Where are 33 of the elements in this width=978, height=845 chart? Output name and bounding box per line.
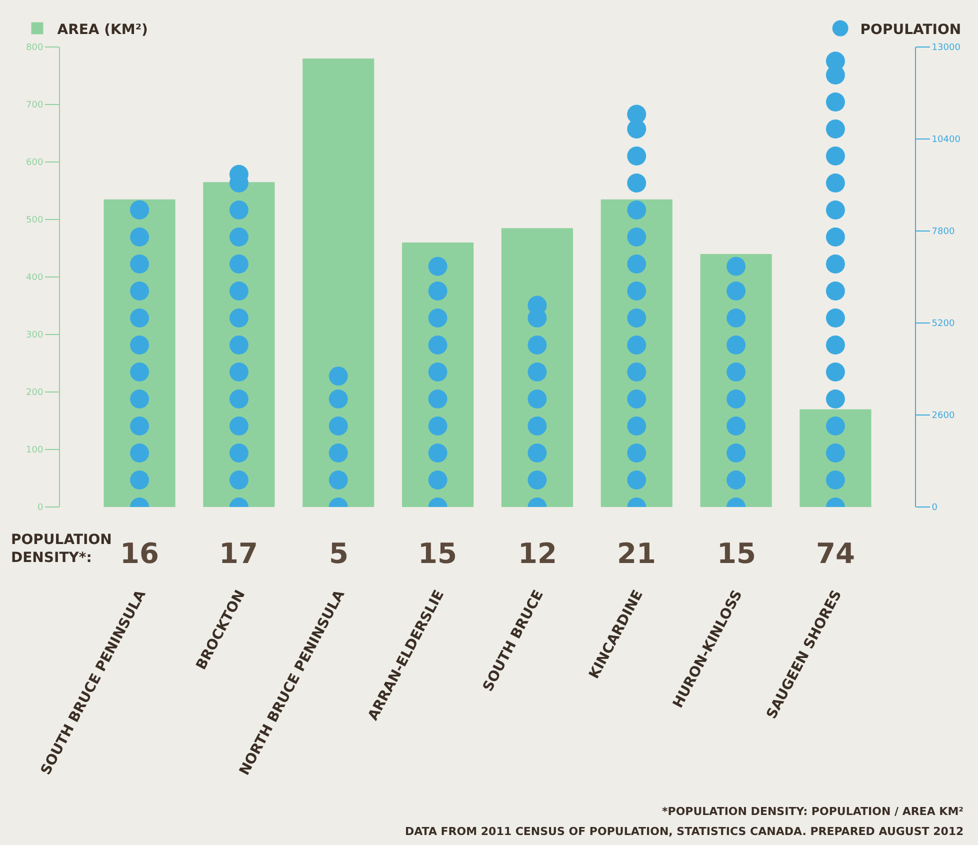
text: *POPULATION DENSITY: POPULATION / AREA KM² [662,805,964,818]
point [328,366,348,386]
text: 15 [717,537,756,570]
y-tick-label: 700 [26,100,44,111]
text: 74 [816,537,855,570]
y2-tick-label: 13000 [932,43,961,54]
y-tick-label: 300 [26,330,44,341]
y-tick-label: 400 [26,273,44,284]
point [726,256,746,276]
y-tick-label: 200 [26,388,44,398]
point [627,104,646,124]
text: 16 [120,537,159,570]
text: 15 [418,537,457,570]
legend-label: AREA (KM²) [57,22,148,38]
bar [302,58,374,507]
y-tick-label: 0 [37,503,44,514]
text: 5 [329,537,348,570]
point [428,256,448,276]
text: 12 [518,537,557,570]
y-tick-label: 100 [26,446,44,456]
y-tick-label: 500 [26,216,44,226]
legend-label: POPULATION [860,22,962,38]
y2-tick-label: 5200 [932,319,955,330]
y2-tick-label: 2600 [932,411,955,422]
y-tick-label: 600 [26,158,44,168]
text: POPULATION DENSITY*: [11,532,112,566]
y-tick-label: 800 [26,43,44,54]
text: 17 [219,537,258,570]
text: 21 [617,537,656,570]
y2-tick-label: 7800 [932,227,955,238]
text: DATA FROM 2011 CENSUS OF POPULATION, STATISTICS CANADA. PREPARED AUGUST 2012 [405,825,964,838]
y2-tick-label: 10400 [932,135,961,146]
y2-tick-label: 0 [932,503,938,514]
